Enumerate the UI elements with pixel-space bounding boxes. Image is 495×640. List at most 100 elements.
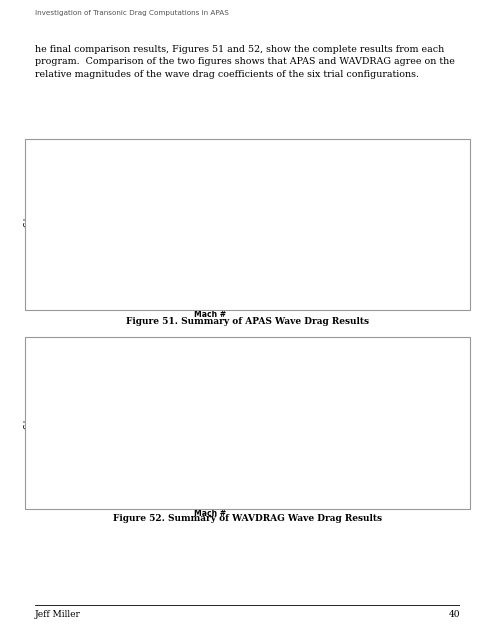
Trial 6 <box>214 486 220 493</box>
Line: Trial 2: Trial 2 <box>57 456 313 458</box>
Trial 1 <box>98 381 103 389</box>
Trial 4 <box>214 485 220 493</box>
Trial 3 <box>128 486 134 493</box>
Trial 1 <box>141 384 147 392</box>
Line: Trial 3: Trial 3 <box>55 289 315 293</box>
Trial 1 <box>54 379 60 387</box>
Trial 4 <box>141 477 147 485</box>
Trial 3 <box>141 486 147 493</box>
Line: Trial 4: Trial 4 <box>54 277 315 287</box>
Legend: Trial 1, Trial 2, Trial 3, Trial 4, Trial 5, Trial 6, Trial 1, Trial 2, Trial 3,: Trial 1, Trial 2, Trial 3, Trial 4, Tria… <box>370 356 404 435</box>
Trial 5 <box>141 485 147 493</box>
Trial 3 <box>156 287 162 295</box>
Trial 4 <box>54 485 60 493</box>
Trial 4 <box>141 485 147 493</box>
Trial 1 <box>98 381 103 389</box>
Trial 4 <box>310 485 316 493</box>
Trial 5 <box>54 284 60 291</box>
Trial 5 <box>136 486 142 493</box>
Trial 3 <box>54 486 60 493</box>
Trial 5 <box>98 485 103 493</box>
Trial 2 <box>54 452 60 460</box>
Trial 1 <box>310 225 316 233</box>
Trial 2 <box>156 259 162 267</box>
Trial 6 <box>119 486 125 493</box>
Trial 4 <box>156 280 162 288</box>
Trial 2 <box>119 452 125 460</box>
Trial 5 <box>214 485 220 493</box>
Trial 6 <box>98 486 103 493</box>
Trial 1 <box>310 393 316 401</box>
Trial 1 <box>54 379 60 387</box>
Trial 2 <box>141 453 147 461</box>
Title: WAVDRAG: WAVDRAG <box>189 348 232 356</box>
Trial 4 <box>310 477 316 485</box>
Trial 4 <box>54 276 60 284</box>
Trial 3 <box>214 486 220 493</box>
Trial 3 <box>128 486 134 493</box>
Text: Jeff Miller: Jeff Miller <box>35 610 81 619</box>
Trial 3 <box>98 486 103 493</box>
Trial 4 <box>214 477 220 485</box>
Trial 2 <box>136 453 142 461</box>
Trial 3 <box>310 486 316 493</box>
Trial 3 <box>310 287 316 295</box>
Trial 3 <box>119 486 125 493</box>
Text: Figure 51. Summary of APAS Wave Drag Results: Figure 51. Summary of APAS Wave Drag Res… <box>126 317 369 326</box>
Trial 5 <box>105 284 111 292</box>
Trial 6 <box>98 486 103 493</box>
Trial 4 <box>98 485 103 493</box>
Trial 5 <box>214 486 220 493</box>
Trial 2 <box>214 454 220 461</box>
Trial 2 <box>128 453 134 461</box>
Trial 5 <box>310 486 316 493</box>
Line: Trial 2: Trial 2 <box>55 251 315 268</box>
Trial 1 <box>156 212 162 220</box>
X-axis label: Mach #: Mach # <box>195 509 226 518</box>
Trial 1 <box>136 383 142 391</box>
Trial 5 <box>119 485 125 493</box>
Trial 6 <box>156 284 162 292</box>
Trial 6 <box>310 284 316 292</box>
Line: Trial 5: Trial 5 <box>55 285 315 290</box>
Trial 2 <box>128 453 134 461</box>
Trial 2 <box>80 250 86 258</box>
Line: Trial 1: Trial 1 <box>57 383 313 397</box>
Trial 2 <box>214 454 220 461</box>
Trial 5 <box>128 485 134 493</box>
Trial 6 <box>54 284 60 292</box>
Trial 3 <box>98 486 103 493</box>
Trial 3 <box>54 287 60 295</box>
Trial 2 <box>310 262 316 270</box>
Y-axis label: Cd: Cd <box>23 419 32 429</box>
Text: Investigation of Transonic Drag Computations in APAS: Investigation of Transonic Drag Computat… <box>35 10 229 15</box>
Trial 1 <box>214 388 220 396</box>
Trial 4 <box>119 485 125 493</box>
Trial 6 <box>141 486 147 493</box>
Trial 2 <box>119 452 125 460</box>
Trial 3 <box>214 486 220 493</box>
Trial 6 <box>131 284 137 292</box>
Trial 4 <box>80 278 86 286</box>
Trial 5 <box>119 486 125 493</box>
Trial 3 <box>119 486 125 493</box>
Line: Trial 2: Trial 2 <box>57 456 313 458</box>
Trial 1 <box>128 383 134 391</box>
Trial 5 <box>310 485 316 493</box>
Trial 1 <box>80 189 86 197</box>
Trial 1 <box>214 388 220 396</box>
Trial 6 <box>128 486 134 493</box>
Trial 6 <box>310 486 316 493</box>
Trial 1 <box>310 393 316 401</box>
Trial 5 <box>141 486 147 493</box>
Line: Trial 1: Trial 1 <box>57 383 313 397</box>
Trial 1 <box>54 161 60 168</box>
Trial 5 <box>131 284 137 292</box>
Trial 1 <box>128 383 134 391</box>
Trial 6 <box>119 486 125 493</box>
Trial 5 <box>98 486 103 493</box>
Trial 3 <box>131 287 137 295</box>
Text: 40: 40 <box>449 610 460 619</box>
Trial 3 <box>80 287 86 295</box>
Trial 2 <box>141 453 147 461</box>
